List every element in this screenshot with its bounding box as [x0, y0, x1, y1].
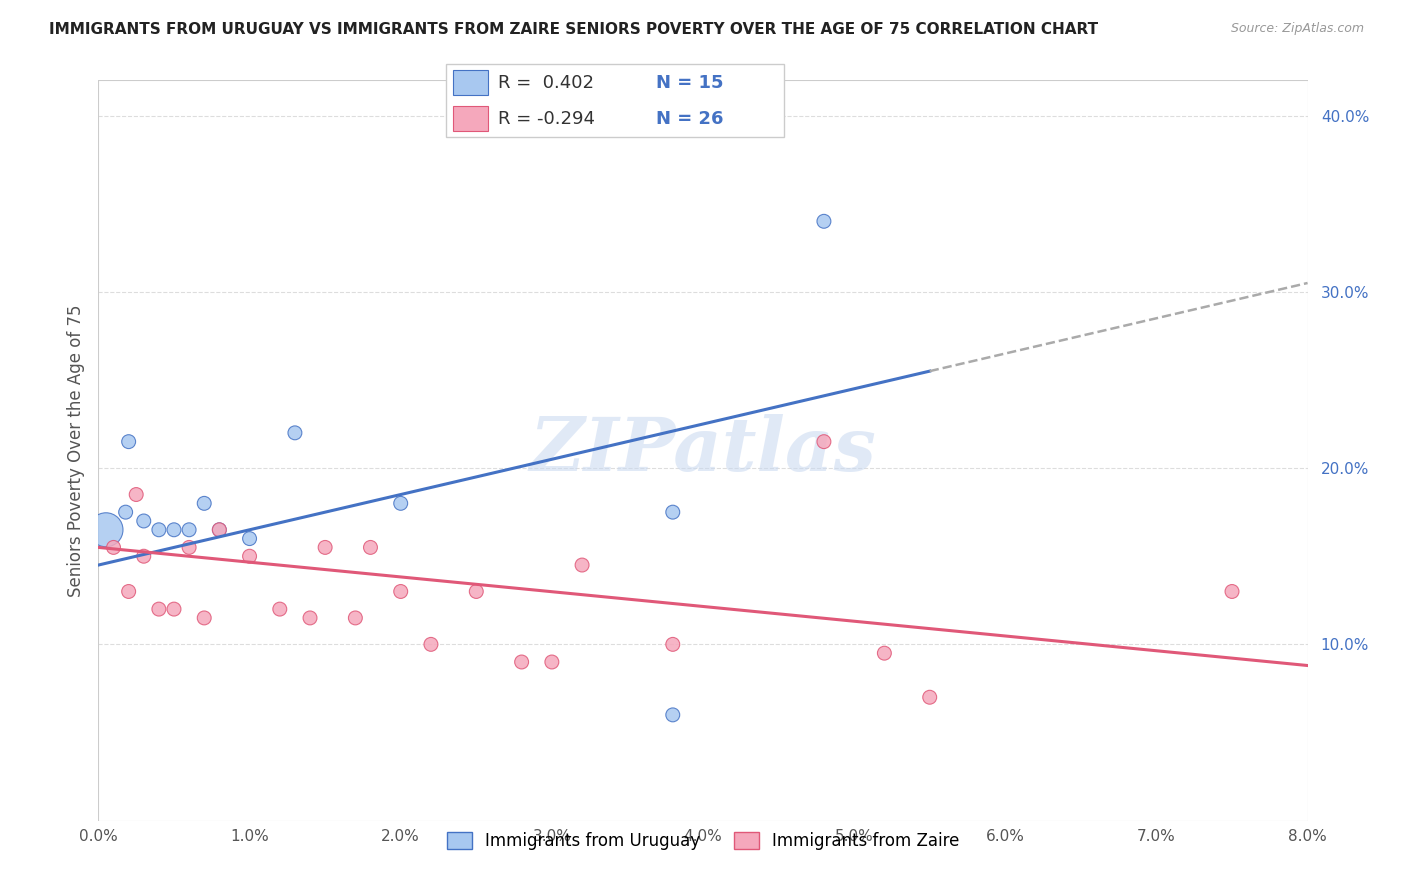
Point [314, 541, 336, 555]
Point [918, 690, 941, 705]
Point [420, 637, 443, 651]
Point [179, 523, 201, 537]
Point [299, 611, 322, 625]
Point [389, 496, 412, 510]
Point [540, 655, 562, 669]
FancyBboxPatch shape [453, 70, 488, 95]
Text: IMMIGRANTS FROM URUGUAY VS IMMIGRANTS FROM ZAIRE SENIORS POVERTY OVER THE AGE OF: IMMIGRANTS FROM URUGUAY VS IMMIGRANTS FR… [49, 22, 1098, 37]
Point [179, 541, 201, 555]
Point [465, 584, 488, 599]
Legend: Immigrants from Uruguay, Immigrants from Zaire: Immigrants from Uruguay, Immigrants from… [440, 825, 966, 856]
Text: ZIPatlas: ZIPatlas [530, 414, 876, 487]
Text: Source: ZipAtlas.com: Source: ZipAtlas.com [1230, 22, 1364, 36]
Text: R =  0.402: R = 0.402 [498, 74, 593, 92]
Point [132, 514, 155, 528]
Point [163, 523, 186, 537]
Point [148, 602, 170, 616]
Point [132, 549, 155, 564]
Y-axis label: Seniors Poverty Over the Age of 75: Seniors Poverty Over the Age of 75 [66, 304, 84, 597]
Point [118, 434, 141, 449]
Point [661, 707, 683, 722]
Point [193, 611, 215, 625]
Point [103, 541, 125, 555]
Point [239, 532, 262, 546]
Point [344, 611, 367, 625]
Point [1220, 584, 1243, 599]
Point [208, 523, 231, 537]
Point [571, 558, 593, 572]
Point [114, 505, 136, 519]
Point [813, 434, 835, 449]
Point [813, 214, 835, 228]
Point [510, 655, 533, 669]
Point [148, 523, 170, 537]
Point [284, 425, 307, 440]
Point [94, 523, 117, 537]
Point [118, 584, 141, 599]
FancyBboxPatch shape [453, 105, 488, 130]
Point [389, 584, 412, 599]
Text: N = 15: N = 15 [657, 74, 724, 92]
Text: R = -0.294: R = -0.294 [498, 110, 595, 128]
Point [360, 541, 382, 555]
Point [193, 496, 215, 510]
Point [873, 646, 896, 660]
Point [125, 487, 148, 501]
Point [239, 549, 262, 564]
Point [661, 637, 683, 651]
Point [661, 505, 683, 519]
Text: N = 26: N = 26 [657, 110, 724, 128]
FancyBboxPatch shape [446, 64, 785, 136]
Point [208, 523, 231, 537]
Point [269, 602, 291, 616]
Point [163, 602, 186, 616]
